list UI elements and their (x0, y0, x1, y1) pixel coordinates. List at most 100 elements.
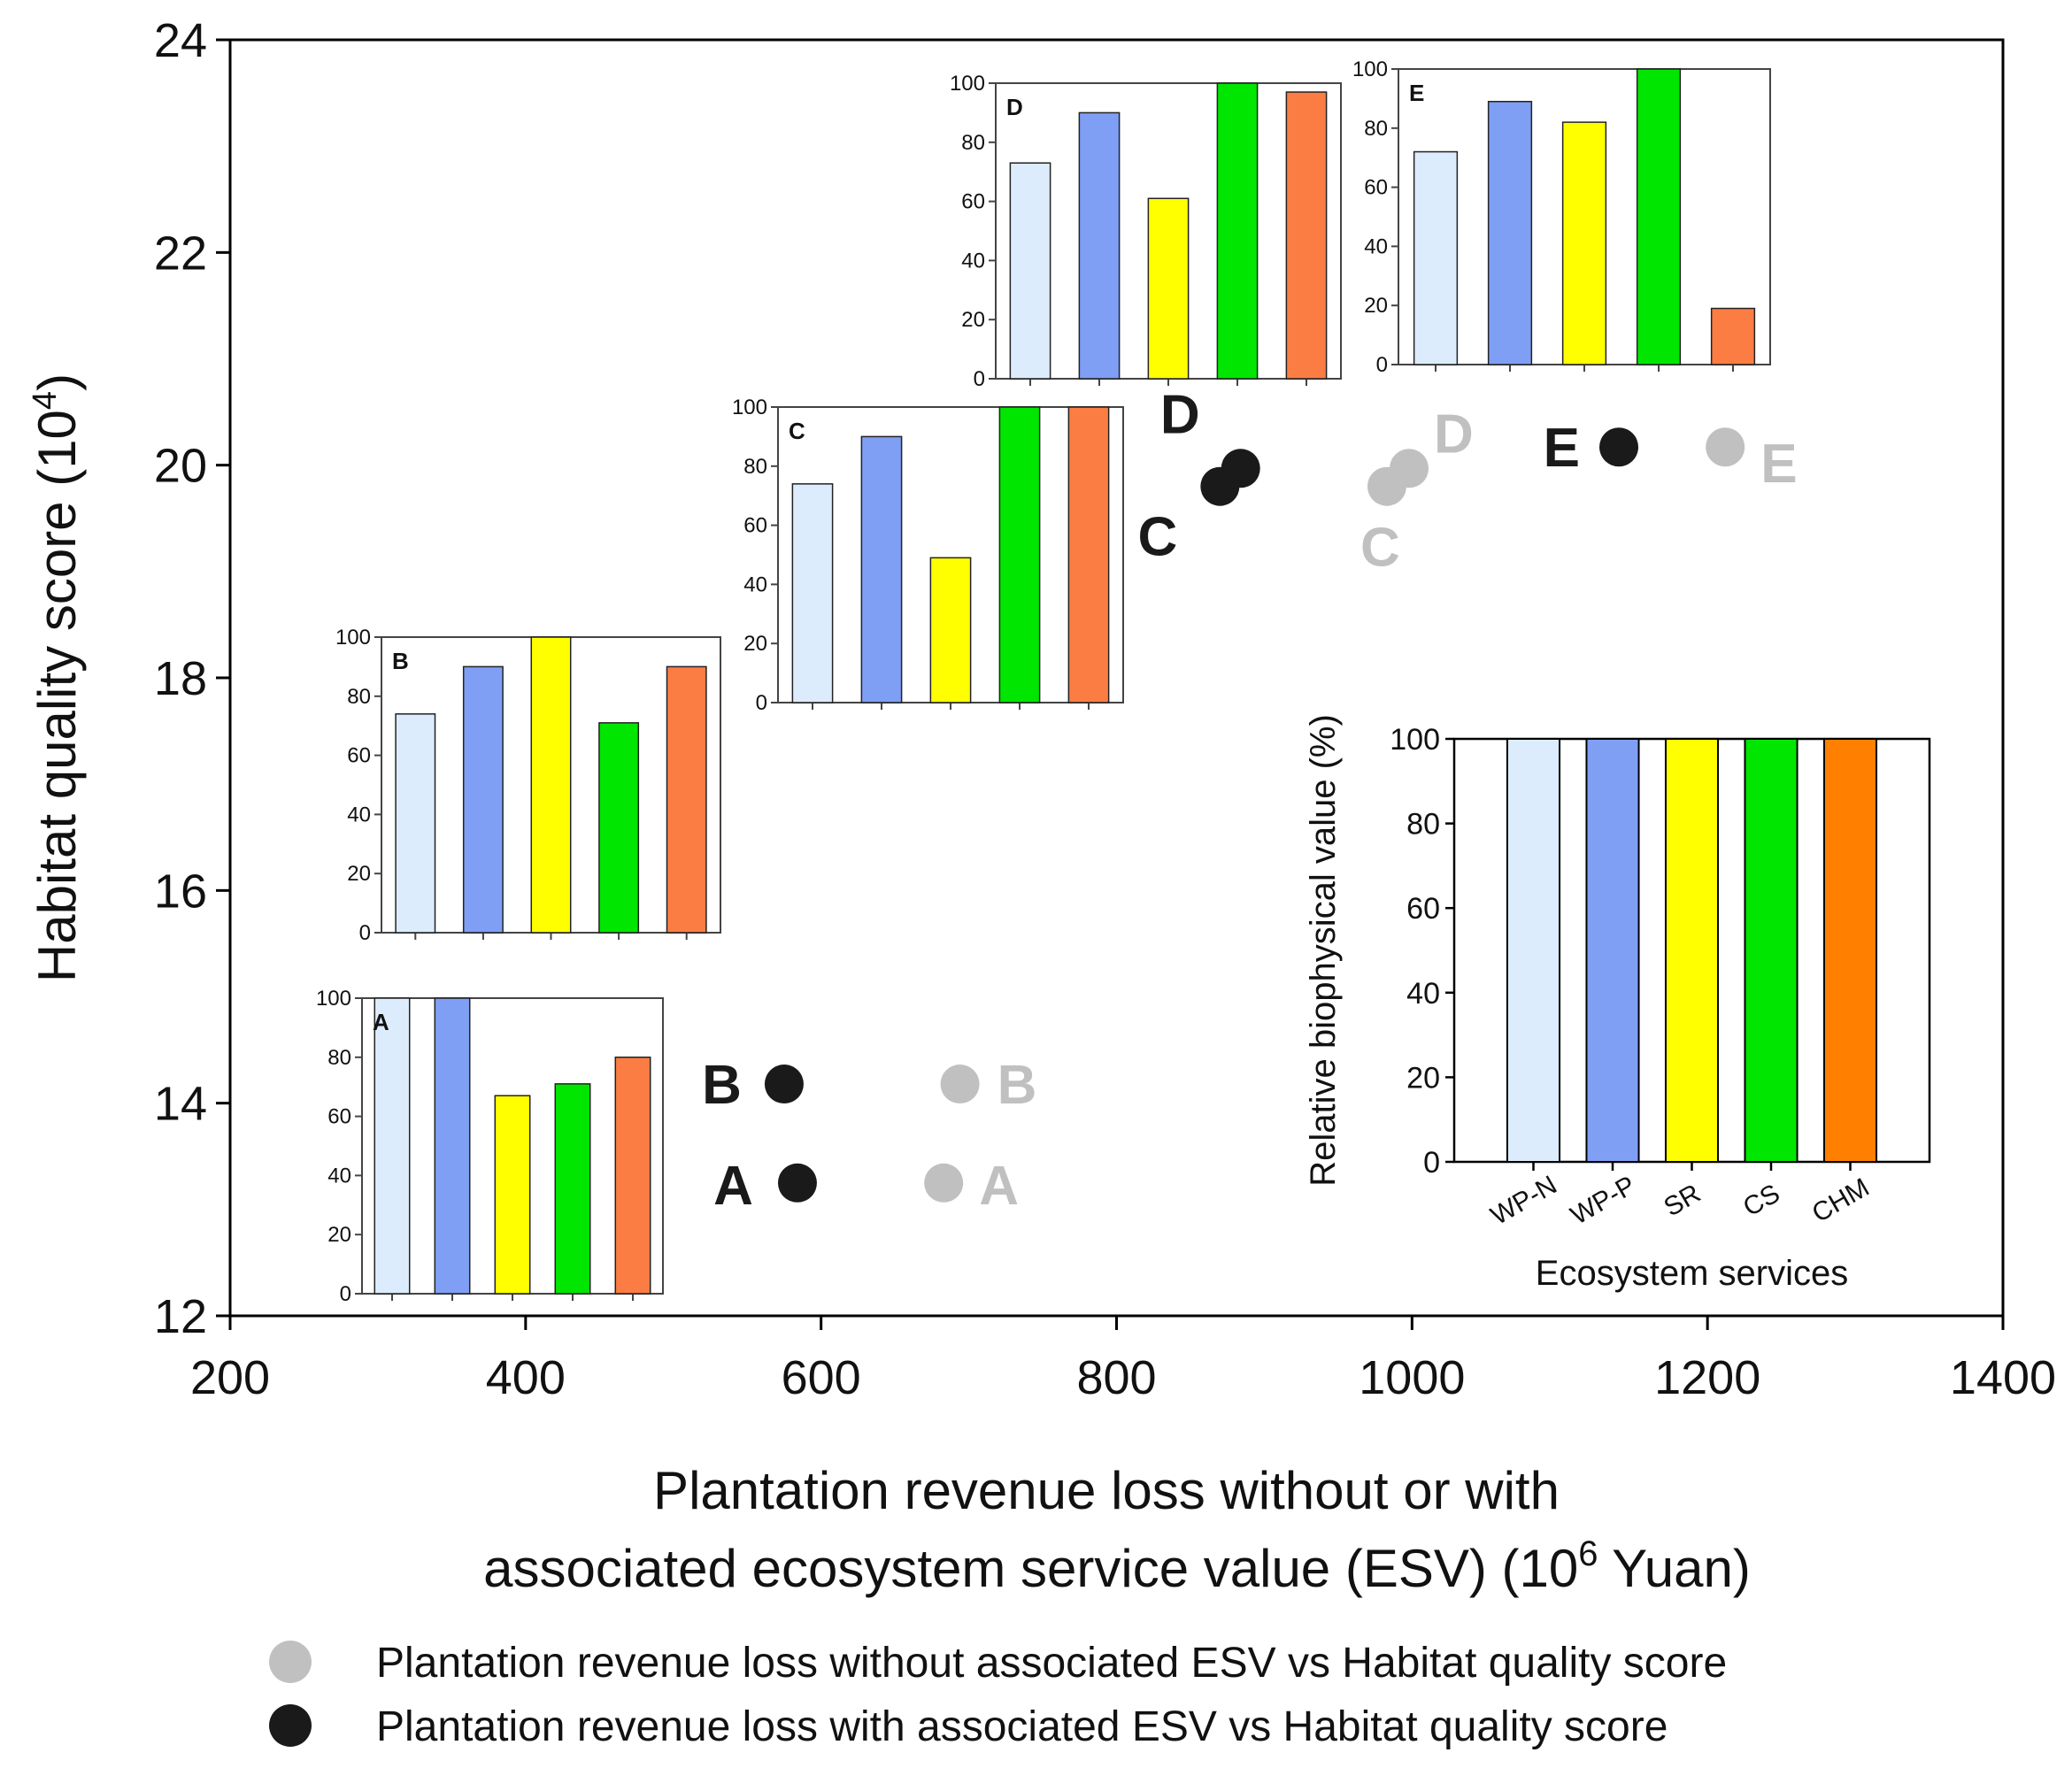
inset-bar (1216, 82, 1259, 380)
scatter-point-label: A (713, 1156, 753, 1217)
scatter-point (940, 1065, 980, 1104)
inset-bar (1067, 406, 1110, 703)
inset-b: 0 20 40 60 80 100 B (335, 626, 721, 945)
inset-bar (374, 997, 411, 1295)
inset-tag: E (1409, 80, 1424, 106)
inset-y-tick-label: 20 (327, 1223, 351, 1247)
inset-bar (860, 435, 903, 703)
legend-entry: Plantation revenue loss without associat… (376, 1640, 1727, 1687)
inset-y-tick-label: 60 (961, 190, 985, 214)
inset-y-tick-label: 0 (974, 367, 985, 391)
scatter-point-label: D (1434, 404, 1474, 465)
y-tick-label: 12 (154, 1290, 207, 1343)
inset-bar (666, 665, 707, 934)
inset-bar (614, 1057, 651, 1295)
inset-bar (598, 722, 640, 934)
y-tick-label: 20 (154, 440, 207, 493)
inset-bar (1285, 91, 1328, 380)
inset-y-tick-label: 20 (743, 632, 767, 656)
inset-bar (494, 1095, 531, 1295)
reference-y-tick-label: 100 (1390, 723, 1440, 757)
x-tick-label: 1400 (1950, 1351, 2056, 1404)
inset-bar (1561, 121, 1607, 365)
inset-y-tick-label: 40 (1364, 234, 1388, 258)
x-axis-label-line1: Plantation revenue loss without or with (653, 1461, 1560, 1520)
inset-bar (530, 636, 572, 934)
scatter-point (777, 1163, 817, 1203)
scatter-point (1706, 427, 1745, 467)
inset-tag: B (392, 648, 409, 674)
inset-bar (554, 1083, 591, 1295)
inset-y-tick-label: 60 (327, 1105, 351, 1129)
inset-y-tick-label: 80 (961, 131, 985, 155)
inset-bar (1710, 307, 1756, 365)
inset-c: 0 20 40 60 80 100 C (732, 396, 1124, 715)
inset-y-tick-label: 60 (743, 514, 767, 538)
scatter-point-label: B (997, 1055, 1037, 1116)
reference-y-tick-label: 0 (1423, 1146, 1440, 1180)
inset-bar (929, 557, 972, 703)
x-tick-label: 200 (190, 1351, 270, 1404)
inset-y-tick-label: 60 (347, 744, 371, 768)
scatter-point-label: A (979, 1156, 1019, 1217)
inset-y-tick-label: 20 (1364, 294, 1388, 318)
inset-y-tick-label: 80 (347, 685, 371, 709)
inset-y-tick-label: 80 (327, 1046, 351, 1070)
inset-y-tick-label: 80 (1364, 117, 1388, 141)
inset-y-tick-label: 60 (1364, 176, 1388, 200)
inset-y-tick-label: 40 (347, 803, 371, 826)
inset-bar (1636, 68, 1682, 365)
reference-bar (1506, 738, 1561, 1163)
x-axis-label-line2: associated ecosystem service value (ESV)… (483, 1534, 1751, 1598)
inset-bar-charts: 0 20 40 60 80 100 A 0 20 40 60 80 100 B 0 20 40 60 80 100 C 0… (316, 58, 1771, 1306)
scatter-point-label: B (702, 1055, 742, 1116)
inset-y-tick-label: 100 (1352, 58, 1388, 81)
scatter-point-label: C (1138, 507, 1178, 568)
x-tick-label: 600 (782, 1351, 861, 1404)
reference-bar (1822, 738, 1878, 1163)
inset-tag: C (789, 418, 805, 444)
inset-bar (1487, 100, 1533, 365)
inset-bar (1078, 111, 1121, 380)
y-tick-label: 14 (154, 1078, 207, 1131)
reference-x-axis-label: Ecosystem services (1536, 1254, 1848, 1293)
inset-bar (1413, 150, 1459, 365)
scatter-point (1389, 449, 1429, 488)
inset-bar (1147, 197, 1190, 380)
inset-y-tick-label: 20 (961, 308, 985, 332)
scatter-point-label: D (1160, 384, 1200, 445)
scatter-point (1599, 427, 1639, 467)
y-tick-label: 18 (154, 652, 207, 705)
scatter-point (1221, 449, 1260, 488)
scatter-point-label: E (1760, 434, 1797, 495)
scatter-point-label: C (1360, 518, 1400, 579)
inset-y-tick-label: 40 (961, 249, 985, 273)
reference-bar (1664, 738, 1720, 1163)
x-tick-label: 1000 (1359, 1351, 1465, 1404)
y-tick-label: 16 (154, 865, 207, 918)
inset-y-tick-label: 20 (347, 862, 371, 886)
inset-y-tick-label: 100 (950, 72, 985, 96)
reference-y-tick-label: 40 (1406, 977, 1440, 1011)
y-tick-label: 24 (154, 14, 207, 67)
inset-y-tick-label: 0 (359, 921, 371, 945)
reference-bar (1585, 738, 1640, 1163)
inset-y-tick-label: 100 (335, 626, 371, 650)
inset-tag: A (373, 1009, 389, 1035)
scatter-point (764, 1065, 804, 1104)
reference-y-axis-label: Relative biophysical value (%) (1304, 714, 1343, 1187)
inset-bar (434, 997, 471, 1295)
inset-bar (462, 665, 504, 934)
x-tick-label: 800 (1076, 1351, 1156, 1404)
inset-y-tick-label: 0 (756, 691, 767, 715)
inset-y-tick-label: 40 (327, 1164, 351, 1188)
inset-y-tick-label: 40 (743, 573, 767, 596)
inset-bar (791, 483, 834, 703)
inset-y-tick-label: 80 (743, 455, 767, 479)
legend-entry: Plantation revenue loss with associated … (376, 1703, 1668, 1750)
inset-bar (395, 713, 436, 934)
